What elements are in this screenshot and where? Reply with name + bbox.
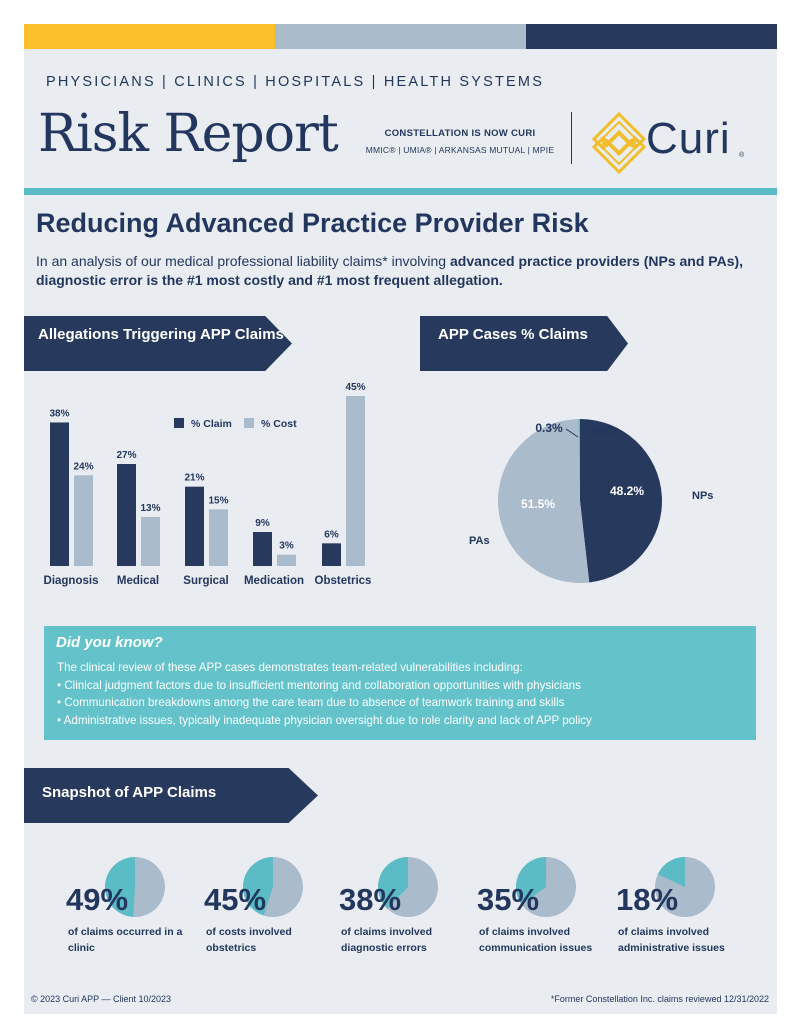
footer-copyright: © 2023 Curi APP — Client 10/2023 (31, 994, 172, 1004)
category-label: Diagnosis (44, 575, 99, 587)
bar-claim (117, 464, 136, 566)
snapshot-pie-wedge (516, 857, 546, 905)
legend-label: % Cost (261, 418, 297, 430)
did-you-know-heading: Did you know? (56, 634, 163, 651)
footer-note: *Former Constellation Inc. claims review… (550, 994, 769, 1004)
page-title: Risk Report (38, 104, 339, 164)
pie-leader-line (565, 428, 579, 438)
legend-swatch (244, 418, 254, 428)
snapshot-percent: 18% (616, 882, 679, 917)
bar-cost (74, 475, 93, 566)
constellation-note: CONSTELLATION IS NOW CURI MMIC® | UMIA® … (364, 128, 556, 155)
snapshot-description: of costs involved obstetrics (206, 926, 292, 954)
allegations-section-header: Allegations Triggering APP Claims (24, 316, 292, 371)
did-you-know-lead: The clinical review of these APP cases d… (57, 661, 523, 674)
bar-claim (322, 543, 341, 566)
bar-claim (253, 532, 272, 566)
snapshot-description: of claims involved communication issues (479, 926, 593, 954)
snapshot-pie-icon (516, 857, 576, 917)
pie-slice-pas (497, 419, 590, 583)
bar-value-label: 15% (208, 495, 228, 506)
intro-paragraph: In an analysis of our medical profession… (36, 252, 756, 290)
bar-value-label: 13% (140, 503, 160, 514)
constellation-line-2: MMIC® | UMIA® | ARKANSAS MUTUAL | MPIE (365, 145, 555, 155)
bar-value-label: 27% (116, 450, 136, 461)
header-divider (571, 112, 572, 164)
bar-claim (50, 422, 69, 566)
pie-value-label: 0.3% (535, 421, 563, 435)
category-label: Medication (244, 575, 304, 587)
snapshot-pie-wedge (657, 857, 685, 887)
brand-registered-mark: ® (739, 152, 745, 159)
bar-cost (141, 516, 160, 566)
did-you-know-list: The clinical review of these APP cases d… (57, 659, 592, 729)
snapshot-description: of claims involved diagnostic errors (341, 926, 433, 954)
curi-logo-icon (591, 111, 647, 175)
teal-divider (24, 188, 777, 195)
snapshot-percent: 35% (477, 882, 540, 917)
allegations-bar-chart: 38% 24% Diagnosis 27% 13% Medical 21% 15% Surgic… (44, 382, 372, 587)
intro-bold: advanced practice providers (NPs and PAs… (36, 253, 744, 288)
legend-label: % Claim (191, 418, 232, 430)
bar-cost (346, 396, 365, 566)
snapshot-section-header: Snapshot of APP Claims (24, 768, 318, 823)
category-label: Surgical (183, 575, 228, 587)
bar-value-label: 38% (49, 408, 69, 419)
pie-value-label: 51.5% (521, 497, 555, 511)
headline: Reducing Advanced Practice Provider Risk (36, 208, 589, 238)
bar-value-label: 3% (279, 541, 294, 552)
snapshot-pie-icon (104, 857, 165, 917)
pie-value-label: 48.2% (610, 484, 644, 498)
app-cases-pie-chart: 48.2% NPs 51.5% PAs 0.3% Both (469, 419, 713, 583)
top-color-bar-gold (24, 24, 275, 49)
category-label: Obstetrics (315, 575, 372, 587)
category-label: Medical (117, 575, 159, 587)
sectors-line: PHYSICIANS | CLINICS | HOSPITALS | HEALT… (46, 74, 545, 90)
snapshot-percent: 45% (204, 882, 267, 917)
snapshot-pie-icon (655, 857, 715, 917)
did-you-know-box: Did you know? The clinical review of the… (44, 626, 756, 740)
bar-value-label: 24% (73, 461, 93, 472)
app-cases-section-header: APP Cases % Claims (420, 316, 628, 371)
bar-cost (209, 509, 228, 566)
snapshot-percent: 49% (66, 882, 129, 917)
snapshot-pie-wedge (242, 857, 273, 916)
pie-category-label: PAs (469, 535, 490, 547)
did-you-know-bullet: • Clinical judgment factors due to insuf… (57, 678, 581, 692)
did-you-know-bullet: • Administrative issues, typically inade… (57, 713, 592, 727)
pie-category-label: Both (592, 425, 617, 437)
constellation-line-1: CONSTELLATION IS NOW CURI (384, 128, 536, 139)
snapshot-pie-wedge (378, 857, 408, 909)
pie-category-label: NPs (692, 490, 713, 502)
bar-value-label: 21% (184, 473, 204, 484)
top-color-bar-navy (526, 24, 777, 49)
pie-slice-both (578, 419, 580, 501)
snapshot-pie-wedge (104, 857, 135, 917)
intro-plain: In an analysis of our medical profession… (36, 253, 450, 269)
snapshot-percent: 38% (339, 882, 402, 917)
bar-value-label: 9% (255, 518, 270, 529)
bar-value-label: 6% (324, 529, 339, 540)
bar-value-label: 45% (345, 382, 365, 393)
bar-claim (185, 486, 204, 566)
top-color-bar-steel (275, 24, 526, 49)
brand-wordmark: Curi (646, 114, 731, 163)
risk-report-page: PHYSICIANS | CLINICS | HOSPITALS | HEALT… (24, 24, 777, 1014)
legend-swatch (174, 418, 184, 428)
snapshot-description: of claims involved administrative issues (618, 926, 725, 954)
snapshot-description: of claims occurred in a clinic (68, 926, 183, 954)
pie-slice-nps (580, 419, 662, 583)
did-you-know-bullet: • Communication breakdowns among the car… (57, 696, 565, 709)
snapshot-pie-icon (378, 857, 438, 917)
snapshot-pie-icon (242, 857, 303, 917)
bar-cost (277, 554, 296, 566)
